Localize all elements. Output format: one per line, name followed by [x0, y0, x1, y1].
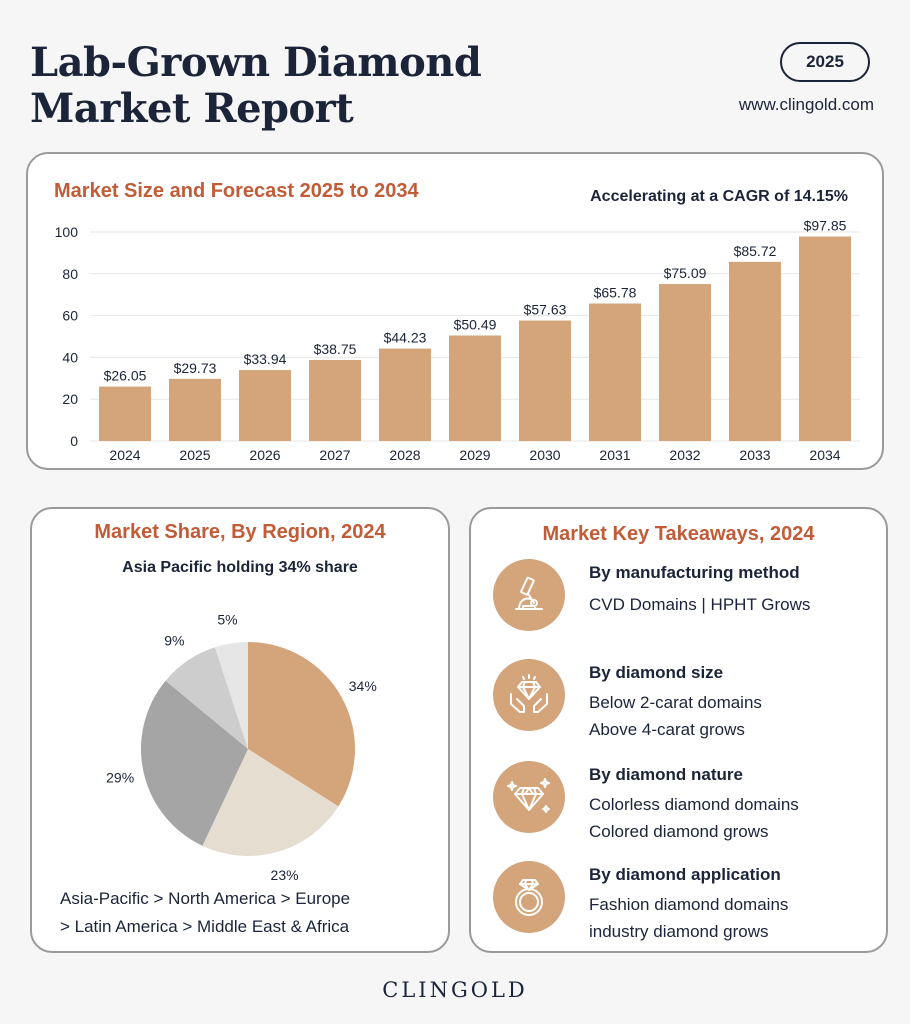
bar-value-label: $44.23 — [384, 330, 427, 346]
takeaway-title: By manufacturing method — [589, 563, 800, 582]
takeaway-line: industry diamond grows — [589, 922, 769, 941]
takeaway-line: Above 4-carat grows — [589, 720, 745, 739]
page-title: Lab-Grown Diamond Market Report — [30, 39, 482, 132]
bar-value-label: $65.78 — [594, 285, 637, 301]
bar — [169, 378, 221, 441]
pie-slice-label: 23% — [271, 867, 299, 883]
takeaway-line: Colorless diamond domains — [589, 795, 799, 814]
y-tick-label: 20 — [62, 391, 78, 407]
bar-value-label: $26.05 — [104, 368, 147, 384]
website-link[interactable]: www.clingold.com — [738, 95, 874, 114]
takeaway-item: By manufacturing method CVD Domains | HP… — [493, 559, 873, 645]
hands-diamond-icon — [493, 659, 565, 731]
pie-slice — [202, 749, 339, 856]
y-tick-label: 80 — [62, 266, 78, 282]
bar — [799, 236, 851, 441]
bar — [449, 335, 501, 441]
pie-slice-label: 29% — [106, 770, 134, 786]
takeaway-title: By diamond application — [589, 865, 781, 884]
bar — [519, 320, 571, 441]
pie-slice — [214, 642, 248, 749]
bar-value-label: $57.63 — [524, 302, 567, 318]
forecast-card: Market Size and Forecast 2025 to 2034 Ac… — [26, 152, 884, 470]
takeaway-title: By diamond nature — [589, 765, 743, 784]
takeaways-heading: Market Key Takeaways, 2024 — [542, 523, 815, 545]
region-ranking-line-2: > Latin America > Middle East & Africa — [60, 917, 350, 936]
y-tick-label: 40 — [62, 349, 78, 365]
bar-value-label: $50.49 — [454, 316, 497, 332]
x-tick-label: 2030 — [529, 447, 560, 463]
microscope-icon — [493, 559, 565, 631]
bar — [309, 360, 361, 441]
takeaway-title: By diamond size — [589, 663, 724, 682]
y-tick-label: 0 — [70, 433, 78, 449]
y-tick-label: 100 — [55, 224, 79, 240]
forecast-heading: Market Size and Forecast 2025 to 2034 — [54, 180, 419, 202]
takeaway-line: Colored diamond grows — [589, 822, 769, 841]
bar-chart: 0 20 40 60 80 100 $26.05 2024 $29.73 2025 $33.94 20… — [55, 217, 860, 463]
title-line-2: Market Report — [30, 85, 354, 132]
takeaway-item: By diamond size Below 2-carat domains Ab… — [493, 659, 873, 745]
bar — [379, 348, 431, 441]
x-tick-label: 2033 — [739, 447, 770, 463]
diamond-ring-icon — [493, 861, 565, 933]
forecast-cagr: Accelerating at a CAGR of 14.15% — [590, 188, 848, 205]
takeaway-line: Fashion diamond domains — [589, 895, 789, 914]
pie-slice-label: 5% — [217, 612, 237, 628]
takeaway-line: CVD Domains | HPHT Grows — [589, 595, 811, 614]
bar-value-label: $33.94 — [244, 351, 287, 367]
bar — [99, 386, 151, 441]
x-tick-label: 2034 — [809, 447, 840, 463]
takeaway-item: By diamond application Fashion diamond d… — [493, 861, 873, 947]
year-badge: 2025 — [780, 42, 870, 82]
bar — [729, 261, 781, 441]
bar-value-label: $29.73 — [174, 360, 217, 376]
bar-value-label: $38.75 — [314, 341, 357, 357]
bar — [659, 284, 711, 441]
x-tick-label: 2028 — [389, 447, 420, 463]
takeaway-line: Below 2-carat domains — [589, 693, 762, 712]
bar — [589, 303, 641, 441]
x-tick-label: 2024 — [109, 447, 140, 463]
pie-slice-label: 34% — [349, 678, 377, 694]
x-tick-label: 2031 — [599, 447, 630, 463]
bar-value-label: $75.09 — [664, 265, 707, 281]
x-tick-label: 2032 — [669, 447, 700, 463]
pie-chart: 34% 23% 29% 9% 5% — [106, 612, 377, 883]
pie-slice-label: 9% — [164, 633, 184, 649]
region-ranking-line-1: Asia-Pacific > North America > Europe — [60, 889, 351, 908]
x-tick-label: 2027 — [319, 447, 350, 463]
brand-logo: CLINGOLD — [382, 978, 528, 1002]
sparkle-diamond-icon — [493, 761, 565, 833]
pie-slice — [165, 647, 248, 749]
bar-value-label: $85.72 — [734, 243, 777, 259]
takeaway-item: By diamond nature Colorless diamond doma… — [493, 761, 873, 847]
pie-slice — [140, 680, 248, 846]
pie-slice — [248, 642, 355, 807]
y-tick-label: 60 — [62, 308, 78, 324]
bar — [239, 370, 291, 441]
title-line-1: Lab-Grown Diamond — [30, 39, 482, 86]
region-heading: Market Share, By Region, 2024 — [94, 521, 386, 543]
x-tick-label: 2025 — [179, 447, 210, 463]
takeaways-card: Market Key Takeaways, 2024 By manufactur… — [469, 507, 888, 953]
region-subheading: Asia Pacific holding 34% share — [122, 559, 358, 576]
region-card: Market Share, By Region, 2024 Asia Pacif… — [30, 507, 450, 953]
bar-value-label: $97.85 — [804, 217, 847, 233]
x-tick-label: 2029 — [459, 447, 490, 463]
x-tick-label: 2026 — [249, 447, 280, 463]
